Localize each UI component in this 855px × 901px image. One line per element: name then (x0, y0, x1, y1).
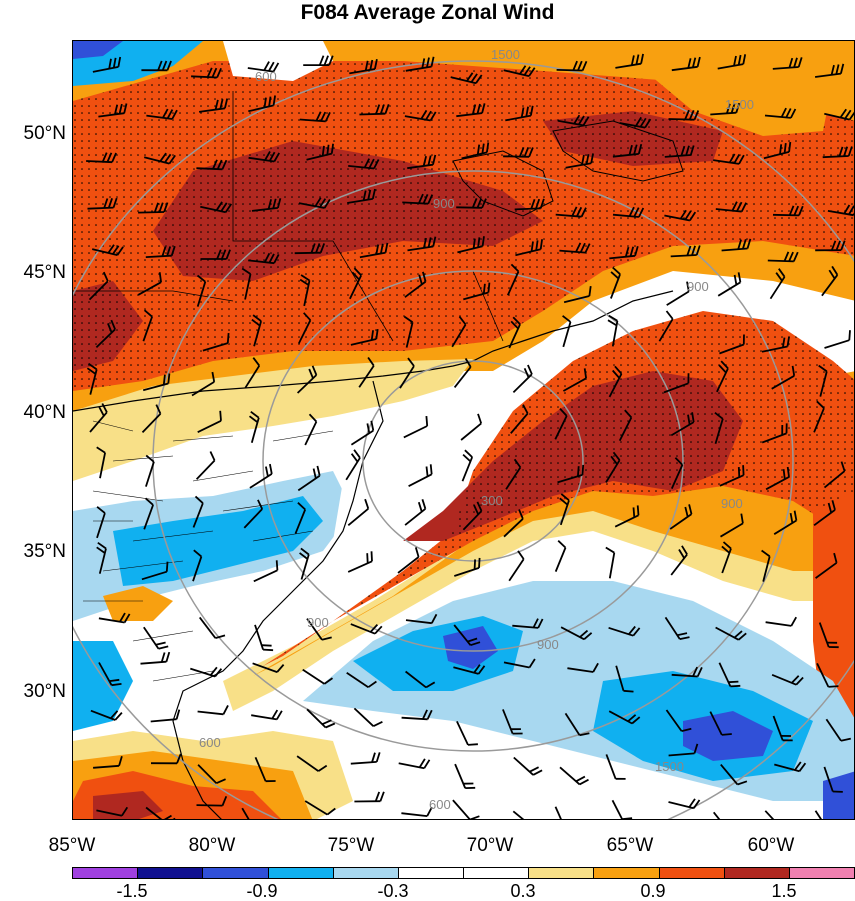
lon-label-60w: 60°W (726, 835, 816, 857)
contour-label: 600 (199, 735, 221, 750)
colorbar-label: -0.3 (363, 881, 423, 901)
colorbar-swatch (269, 868, 334, 878)
colorbar-swatch (660, 868, 725, 878)
contour-label: 900 (433, 196, 455, 211)
contour-label: 600 (429, 797, 451, 812)
colorbar-swatch (399, 868, 464, 878)
colorbar-swatch (594, 868, 659, 878)
colorbar-swatch (203, 868, 268, 878)
lon-label-85w: 85°W (27, 835, 117, 857)
colorbar (72, 867, 855, 879)
lat-label-45n: 45°N (0, 263, 66, 283)
lat-label-35n: 35°N (0, 542, 66, 562)
colorbar-swatch (73, 868, 138, 878)
lon-label-75w: 75°W (306, 835, 396, 857)
contour-label: 900 (687, 279, 709, 294)
lat-label-30n: 30°N (0, 682, 66, 702)
lat-label-50n: 50°N (0, 124, 66, 144)
contour-label: 900 (537, 637, 559, 652)
colorbar-swatch (464, 868, 529, 878)
lat-label-40n: 40°N (0, 403, 66, 423)
contour-label: 1500 (491, 47, 520, 62)
map-title: F084 Average Zonal Wind (0, 0, 855, 26)
lon-label-65w: 65°W (585, 835, 675, 857)
contour-label: 300 (481, 493, 503, 508)
zonal-wind-field (73, 41, 855, 820)
colorbar-label: 0.9 (623, 881, 683, 901)
lon-label-80w: 80°W (167, 835, 257, 857)
colorbar-swatch (334, 868, 399, 878)
contour-label: 600 (255, 69, 277, 84)
colorbar-swatch (529, 868, 594, 878)
colorbar-swatch (790, 868, 854, 878)
colorbar-label: -0.9 (232, 881, 292, 901)
colorbar-swatch (138, 868, 203, 878)
colorbar-swatch (725, 868, 790, 878)
map-panel: 1500 600 1500 900 900 300 900 900 900 60… (72, 40, 855, 820)
colorbar-label: 0.3 (493, 881, 553, 901)
colorbar-label: 1.5 (754, 881, 814, 901)
contour-label: 900 (721, 496, 743, 511)
contour-label: 1500 (655, 759, 684, 774)
lon-label-70w: 70°W (445, 835, 535, 857)
contour-label: 1500 (725, 97, 754, 112)
colorbar-label: -1.5 (102, 881, 162, 901)
contour-label: 900 (307, 615, 329, 630)
